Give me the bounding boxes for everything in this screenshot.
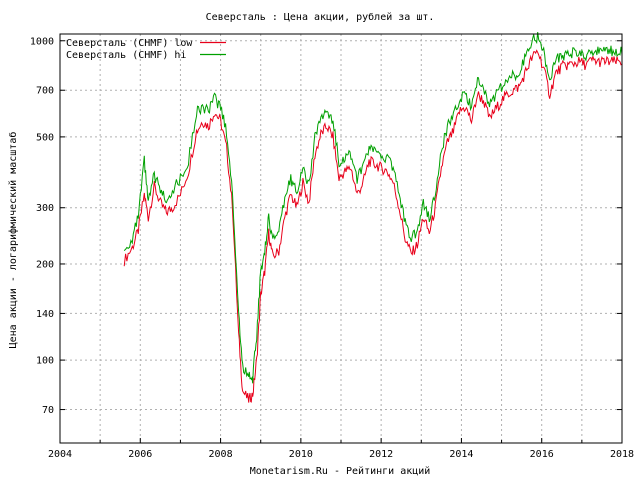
x-tick-label: 2014: [449, 449, 473, 460]
x-tick-label: 2010: [289, 449, 313, 460]
x-tick-label: 2008: [209, 449, 233, 460]
axes: 2004 2006 2008 2010 2012 2014 2016 2018 70 100 140…: [30, 33, 634, 460]
y-tick-label: 700: [36, 86, 54, 97]
legend-label: Северсталь (CHMF) hi: [66, 50, 186, 61]
grid: [59, 34, 623, 443]
x-tick-label: 2012: [369, 449, 393, 460]
x-axis-label: Monetarism.Ru - Рейтинги акций: [250, 465, 431, 477]
x-tick-label: 2004: [48, 449, 72, 460]
x-tick-label: 2018: [610, 449, 634, 460]
y-tick-label: 140: [36, 309, 54, 320]
y-axis-label: Цена акции - логарифмический масштаб: [7, 132, 19, 349]
y-tick-label: 70: [42, 405, 54, 416]
y-tick-label: 500: [36, 132, 54, 143]
y-tick-label: 200: [36, 259, 54, 270]
series-line-1: [123, 32, 623, 384]
x-tick-label: 2006: [128, 449, 152, 460]
chart-title: Северсталь : Цена акции, рублей за шт.: [206, 11, 435, 23]
y-tick-label: 100: [36, 356, 54, 367]
x-tick-label: 2016: [530, 449, 554, 460]
y-tick-label: 300: [36, 203, 54, 214]
legend-label: Северсталь (CHMF) low: [66, 38, 193, 49]
y-tick-label: 1000: [30, 36, 54, 47]
series-lines: [123, 32, 623, 403]
series-line-0: [123, 49, 623, 403]
